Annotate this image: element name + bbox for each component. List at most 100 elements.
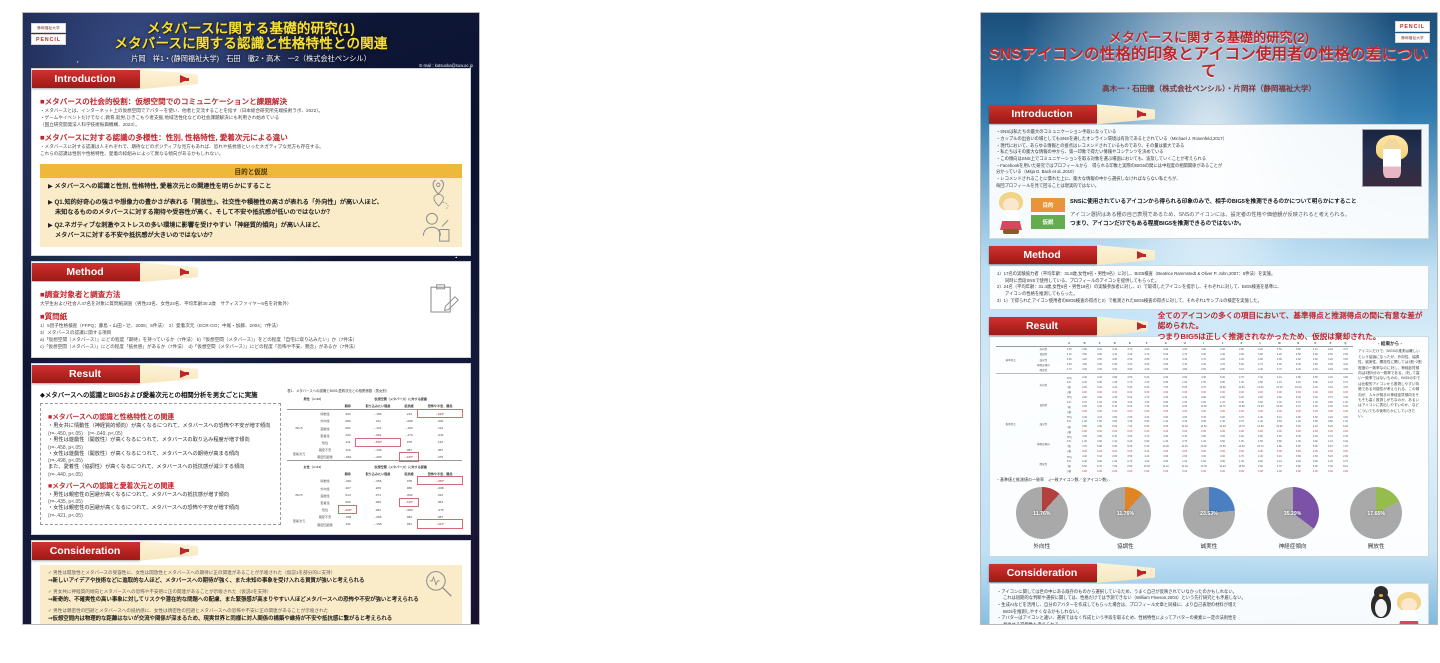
table-cell: 0.00	[1144, 390, 1150, 394]
table-cell: 4.50	[1343, 385, 1348, 389]
table-cell: -.649*	[417, 408, 463, 419]
method-bullet-1: 大学生および社会人47名を対象に質問紙調査（男性23名、女性24名、平均年齢30…	[40, 301, 292, 307]
row-label: 外向性	[1039, 348, 1048, 352]
pie-label: 神経症傾向	[1278, 543, 1307, 550]
table-cell: 12.60	[1219, 425, 1226, 429]
table-cell: 0.70	[1127, 459, 1133, 463]
table-cell: 1.10	[1276, 380, 1282, 384]
table-cell: 4.10	[1276, 376, 1282, 380]
table-cell: 0.00	[1097, 469, 1103, 473]
table-cell: 0.70	[1343, 459, 1348, 463]
table-row: 推測得点 外向性 平均 2.40 3.10 3.80 4.50 5.20 2.90 3.60 4.3…	[996, 375, 1353, 426]
substat-label: p値	[1067, 450, 1072, 454]
table-cell: 3.70	[1276, 464, 1282, 468]
table-cell: 4.50	[1097, 358, 1103, 362]
table-cell: 0.00	[1239, 390, 1244, 394]
table-cell: 15.90	[1276, 425, 1283, 429]
table-cell: 4.60	[1066, 363, 1072, 367]
table-cell: 3.90	[1066, 358, 1072, 362]
poster-2[interactable]: PENCIL 静岡福祉大学 メタバースに関する基礎的研究(2) SNSアイコンの…	[980, 12, 1438, 625]
table-cell: 1.00	[1127, 400, 1133, 404]
table-cell: 4.10	[1182, 395, 1188, 399]
intro-bullet-5: これらの認識は性別や性格特性、愛着の枠組みによって異なる傾向があるかもしれない。	[40, 150, 224, 156]
method-bullet-5: c)「仮想空間（メタバース）」にどの程度「抵抗感」があるか（7件法） d)「仮想…	[40, 343, 359, 349]
table-cell: 5.20	[1327, 455, 1333, 459]
table-cell: 4.80	[1295, 464, 1301, 468]
table-cell: 0.80	[1220, 459, 1225, 463]
row-group-label: BIG5	[295, 493, 303, 498]
hypothesis-text-1: アイコン選択はある種の自己表現であるため、SNSのアイコンには、設定者の性格や価…	[1070, 211, 1350, 218]
table-cell: 0.00	[1239, 410, 1244, 414]
table-cell: 0.00	[1127, 469, 1133, 473]
table-cell: 1.40	[1327, 459, 1333, 463]
table-cell: 4.80	[1112, 358, 1118, 362]
table-row: 知性 .111 -.458* .078 .142	[287, 437, 462, 448]
substat-label: 平均	[1066, 455, 1072, 459]
table-cell: 0.00	[1295, 410, 1301, 414]
poster-1[interactable]: 静岡福祉大学 PENCIL メタバースに関する基礎的研究(1) メタバースに関す…	[22, 12, 480, 625]
pie-value: 35.29%	[1283, 510, 1302, 517]
table-cell: 2.60	[1220, 347, 1225, 351]
table-cell: -.170	[405, 433, 413, 438]
table-cell: 3.90	[1257, 395, 1263, 399]
table-cell: 11.30	[1181, 444, 1188, 448]
table-cell: 0.00	[1127, 410, 1133, 414]
poster-2-result-section: Result 全てのアイコンの多くの項目において、基準得点と推測得点の間に有意な…	[989, 311, 1429, 557]
map-pin-icon	[432, 179, 449, 209]
table-row: 愛着次元 親密不安 .110 -.136 .087 .067	[287, 446, 462, 456]
table-cell: 0.90	[1097, 459, 1103, 463]
intro2-bullet-8: ・レコメンドされることに慣れた上に、膨大な情報の中から選択しなければならない私た…	[996, 175, 1181, 181]
table-cell: 0.80	[1163, 400, 1169, 404]
table-cell: 5.30	[1295, 395, 1301, 399]
section-tag-introduction: Introduction	[989, 105, 1097, 124]
table-cell: 12.80	[1238, 405, 1245, 409]
table-cell: 9.10	[1144, 444, 1150, 448]
table-cell: .014	[344, 493, 351, 498]
table-cell: 9.70	[1201, 385, 1207, 389]
table-cell: 3.90	[1295, 444, 1301, 448]
consideration2-item-1: ・アイコンに関しては世の中にある既存のものから選択しているため、うまく自己が反映…	[997, 588, 1237, 594]
introduction-header-1: Introduction	[32, 69, 470, 90]
table-cell: 0.00	[1163, 449, 1169, 453]
table-cell: 4.90	[1201, 347, 1207, 351]
arrow-icon	[180, 268, 189, 277]
table-cell: .080	[406, 486, 413, 491]
table-cell: 3.80	[1082, 425, 1087, 429]
table-cell: 4.40	[1343, 395, 1348, 399]
table-cell: -.041	[436, 433, 444, 438]
table-cell: 3.70	[1239, 415, 1244, 419]
table-cell: 1.30	[1239, 380, 1244, 384]
table-row: p値 0.00 0.00 0.00 0.00 0.00 0.00 0.00 0.00 0.00 0.…	[996, 409, 1353, 414]
table-cell: -.275	[436, 507, 444, 512]
poster-slot-3: PENCIL 静岡福祉大学 メタバースに関する基礎的研究(3) BIG5特性によ…	[960, 0, 1440, 663]
table-cell: .253	[344, 411, 351, 416]
table-cell: 0.00	[1295, 390, 1301, 394]
table-cell: 1.10	[1112, 440, 1118, 444]
intro2-bullet-3: ・現代において、あらゆる情報との接点はレコメンドされているものであり、その量は膨…	[996, 142, 1185, 148]
table-cell: 0.00	[1257, 390, 1263, 394]
table-cell: 5.30	[1201, 415, 1207, 419]
table-cell: .110	[344, 447, 351, 452]
table-cell: 5.00	[1239, 363, 1244, 367]
table-row: t値 5.60 6.70 7.80 8.90 10.00 11.10 12.20 13.30 14…	[996, 463, 1353, 469]
table-row: S.D. 1.30 0.60 1.10 0.40 0.90 1.40 0.70 1.20 0.50…	[996, 440, 1353, 444]
row-label: 神経症傾向	[1037, 443, 1050, 447]
table-cell: 1.00	[1343, 400, 1348, 404]
table-cell: 0.00	[1082, 449, 1087, 453]
table-cell: 5.20	[1327, 425, 1333, 429]
table-cell: 3.90	[1343, 376, 1348, 380]
pie-label: 開放性	[1367, 543, 1385, 550]
table-cell: 11.90	[1238, 385, 1245, 389]
consideration2-item-2: ・生成AIなどを活用し、自分のアバターを作成してもらった場合は、プロフィール文章…	[997, 602, 1237, 608]
table-cell: 0.40	[1295, 459, 1301, 463]
substat-label: S.D.	[1066, 440, 1072, 444]
table-cell: 3.20	[1327, 358, 1333, 362]
table-cell: 3.70	[1201, 358, 1207, 362]
intro2-bullet-4: ・私たちはその膨大な情報の中から、第一印象で得たい情報やコンテンツを決めている	[996, 149, 1164, 155]
table-super-header: 仮想空間（メタバース）に対する認識	[374, 465, 427, 470]
table-row: 基準得点 外向性 2.50 2.80 3.10 3.40 3.70 4.00 4.30 4.60 4…	[996, 346, 1353, 362]
table-cell: 0.00	[1082, 430, 1087, 434]
table-cell: 2.60	[1295, 358, 1301, 362]
pencil-logo: PENCIL	[31, 34, 67, 45]
table-super-header: 仮想空間（メタバース）に対する認識	[374, 396, 427, 401]
